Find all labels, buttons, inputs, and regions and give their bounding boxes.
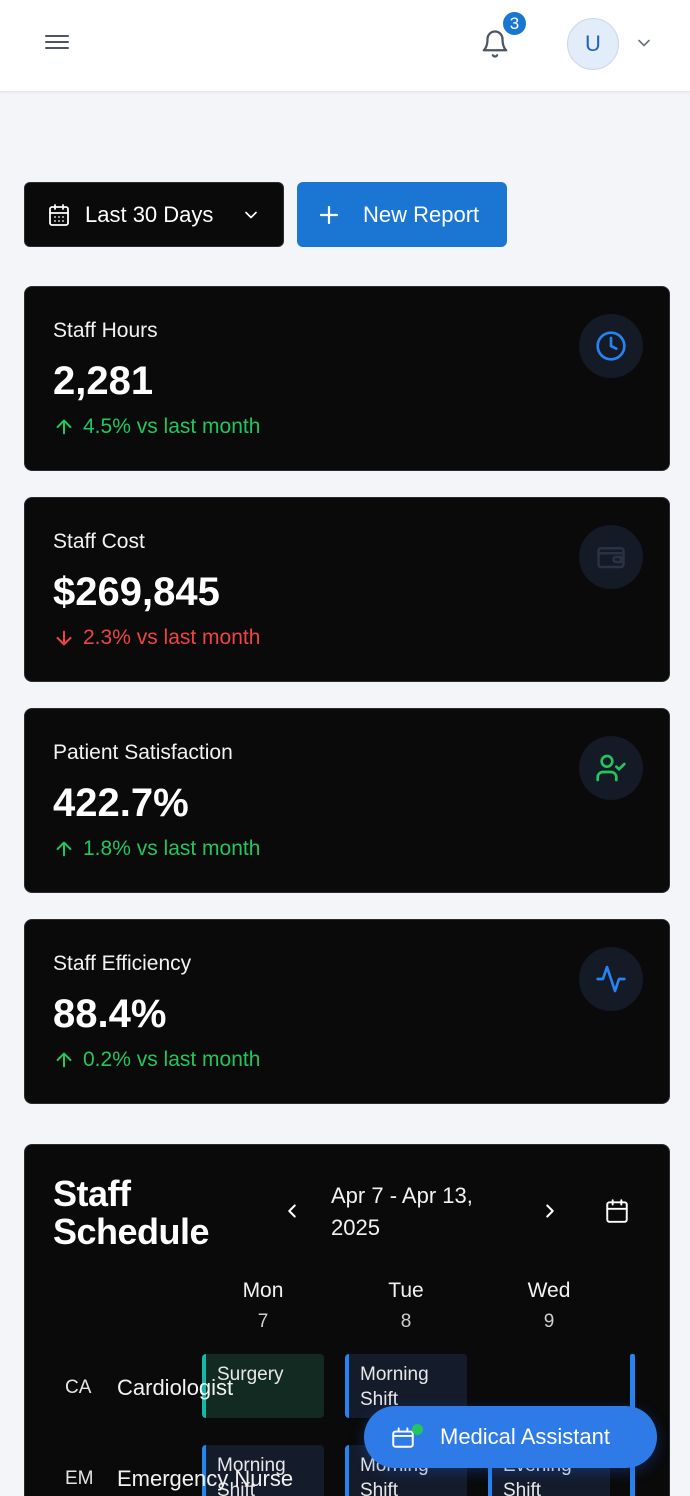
calendar-icon[interactable] [604, 1197, 630, 1225]
stat-title: Staff Hours [53, 319, 158, 342]
day-name: Mon [242, 1279, 284, 1302]
arrow-down-icon [56, 630, 72, 646]
day-name: Wed [527, 1279, 571, 1302]
arrow-up-icon [56, 419, 72, 435]
day-header-wed: Wed 9 [489, 1279, 609, 1333]
stat-trend-text: 4.5% vs last month [83, 415, 261, 438]
staff-role: Cardiologist [117, 1375, 234, 1400]
stat-trend: 0.2% vs last month [53, 1048, 260, 1072]
stat-value: 2,281 [53, 359, 154, 403]
chevron-right-icon[interactable] [539, 1199, 561, 1223]
calendar-icon [49, 203, 69, 226]
schedule-date-range: Apr 7 - Apr 13, 2025 [331, 1183, 473, 1240]
plus-icon [319, 205, 339, 224]
online-status-dot [412, 1424, 423, 1435]
day-name: Tue [388, 1279, 424, 1302]
new-report-button[interactable]: New Report [297, 182, 507, 247]
wallet-icon [579, 525, 643, 589]
medical-assistant-label: Medical Assistant [440, 1424, 610, 1449]
day-number: 9 [543, 1311, 555, 1332]
clock-icon [579, 314, 643, 378]
chevron-left-icon[interactable] [281, 1199, 303, 1223]
user-check-icon [579, 736, 643, 800]
avatar[interactable]: U [567, 18, 619, 70]
stat-trend-text: 1.8% vs last month [83, 837, 261, 860]
stat-card-staff-hours: Staff Hours 2,281 4.5% vs last month [24, 286, 670, 471]
shift-block[interactable]: Surgery [202, 1354, 324, 1418]
schedule-title: Staff Schedule [53, 1173, 210, 1252]
day-number: 7 [257, 1311, 269, 1332]
staff-schedule-panel: Staff Schedule Apr 7 - Apr 13, 2025 Mon … [24, 1144, 670, 1496]
stat-title: Staff Efficiency [53, 952, 192, 975]
stat-trend: 4.5% vs last month [53, 415, 260, 439]
stat-title: Staff Cost [53, 530, 145, 553]
shift-block[interactable]: Morning Shift [202, 1445, 324, 1496]
day-number: 8 [400, 1311, 412, 1332]
day-header-tue: Tue 8 [346, 1279, 466, 1333]
medical-assistant-button[interactable]: Medical Assistant [364, 1406, 657, 1468]
stat-card-staff-efficiency: Staff Efficiency 88.4% 0.2% vs last mont… [24, 919, 670, 1104]
stat-value: 422.7% [53, 781, 189, 825]
day-header-mon: Mon 7 [203, 1279, 323, 1333]
stat-card-staff-cost: Staff Cost $269,845 2.3% vs last month [24, 497, 670, 682]
menu-icon[interactable] [44, 31, 70, 55]
stat-title: Patient Satisfaction [53, 741, 233, 764]
notification-badge: 3 [501, 10, 528, 37]
arrow-up-icon [56, 841, 72, 857]
stat-trend: 1.8% vs last month [53, 837, 260, 861]
shift-block-edge[interactable] [630, 1354, 635, 1418]
staff-code: EM [65, 1468, 94, 1489]
arrow-up-icon [56, 1052, 72, 1068]
top-bar: 3 U [0, 0, 690, 92]
stat-trend-text: 2.3% vs last month [83, 626, 261, 649]
staff-role: Emergency Nurse [117, 1466, 294, 1491]
new-report-label: New Report [363, 201, 480, 227]
date-range-button[interactable]: Last 30 Days [24, 182, 284, 247]
notification-bell-icon[interactable] [480, 28, 510, 60]
stat-value: $269,845 [53, 570, 220, 614]
chevron-down-icon[interactable] [634, 33, 654, 53]
staff-code: CA [65, 1377, 92, 1398]
chevron-down-icon [245, 211, 257, 219]
activity-icon [579, 947, 643, 1011]
assistant-bot-icon [392, 1427, 414, 1448]
stat-card-patient-satisfaction: Patient Satisfaction 422.7% 1.8% vs last… [24, 708, 670, 893]
stat-value: 88.4% [53, 992, 167, 1036]
stat-trend-text: 0.2% vs last month [83, 1048, 261, 1071]
date-range-label: Last 30 Days [85, 201, 214, 227]
stat-trend: 2.3% vs last month [53, 626, 260, 650]
shift-block-edge[interactable] [630, 1445, 635, 1496]
